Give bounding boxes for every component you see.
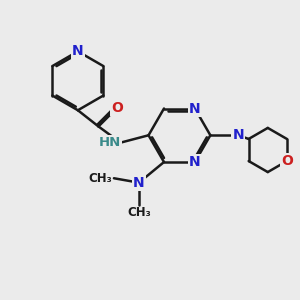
Text: N: N — [232, 128, 244, 142]
Text: CH₃: CH₃ — [127, 206, 151, 219]
Text: N: N — [189, 101, 201, 116]
Text: O: O — [111, 101, 123, 115]
Text: O: O — [281, 154, 293, 168]
Text: CH₃: CH₃ — [89, 172, 112, 185]
Text: N: N — [72, 44, 84, 58]
Text: HN: HN — [98, 136, 121, 149]
Text: N: N — [133, 176, 145, 190]
Text: N: N — [189, 155, 201, 169]
